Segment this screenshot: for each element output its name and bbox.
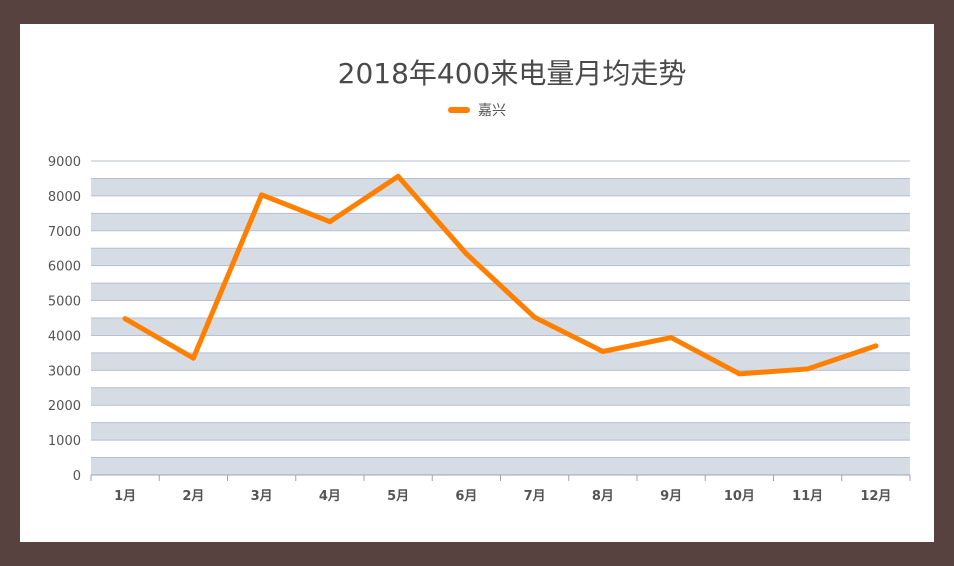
grid-band xyxy=(91,213,910,231)
data-point xyxy=(327,219,333,225)
y-tick-label: 9000 xyxy=(48,155,81,170)
data-point xyxy=(395,173,401,179)
x-tick-label: 5月 xyxy=(387,489,409,504)
grid-band xyxy=(91,283,910,301)
x-tick-label: 12月 xyxy=(860,489,891,504)
y-tick-label: 5000 xyxy=(48,295,81,310)
legend[interactable]: 嘉兴 xyxy=(20,100,934,120)
y-tick-label: 8000 xyxy=(48,190,81,205)
data-point xyxy=(600,348,606,354)
x-tick-label: 7月 xyxy=(524,489,546,504)
grid-band xyxy=(91,457,910,475)
data-point xyxy=(122,316,128,322)
data-point xyxy=(463,251,469,257)
x-tick-label: 10月 xyxy=(724,489,755,504)
data-point xyxy=(190,355,196,361)
data-point xyxy=(668,335,674,341)
grid-bands xyxy=(91,160,910,476)
y-tick-label: 0 xyxy=(73,469,81,484)
x-tick-label: 4月 xyxy=(319,489,341,504)
line-chart: 0 1000 2000 3000 4000 5000 6000 7000 8000 9000 1月… xyxy=(48,155,911,504)
grid-band xyxy=(91,318,910,336)
x-tick-label: 9月 xyxy=(660,489,682,504)
chart-title: 2018年400来电量月均走势 xyxy=(337,57,687,90)
grid-band xyxy=(91,178,910,196)
x-tick-label: 11月 xyxy=(792,489,823,504)
x-axis: 1月 2月 3月 4月 5月 6月 7月 8月 9月 10月 11月 12月 xyxy=(90,474,911,504)
y-tick-label: 4000 xyxy=(48,329,81,344)
data-point xyxy=(805,366,811,372)
grid-band xyxy=(91,352,910,371)
x-tick-label: 1月 xyxy=(114,489,136,504)
grid-band xyxy=(91,422,910,441)
x-tick-label: 8月 xyxy=(592,489,614,504)
y-axis: 0 1000 2000 3000 4000 5000 6000 7000 8000 9000 xyxy=(48,155,81,484)
chart-frame: 2018年400来电量月均走势 嘉兴 0 1000 2000 3000 4000 5000… xyxy=(20,24,934,542)
y-tick-label: 6000 xyxy=(48,260,81,275)
y-tick-label: 1000 xyxy=(48,434,81,449)
x-tick-label: 6月 xyxy=(455,489,477,504)
x-tick-label: 2月 xyxy=(182,489,204,504)
grid-band xyxy=(91,248,910,266)
data-point xyxy=(736,371,742,377)
legend-label: 嘉兴 xyxy=(478,103,506,119)
x-tick-label: 3月 xyxy=(251,489,273,504)
series-layer xyxy=(122,173,879,377)
data-point xyxy=(259,192,265,198)
data-point xyxy=(873,343,879,349)
data-point xyxy=(532,314,538,320)
series-line xyxy=(122,173,879,377)
y-tick-label: 3000 xyxy=(48,364,81,379)
y-tick-label: 7000 xyxy=(48,225,81,240)
legend-swatch xyxy=(448,107,470,113)
grid-band xyxy=(91,387,910,406)
y-tick-label: 2000 xyxy=(48,399,81,414)
